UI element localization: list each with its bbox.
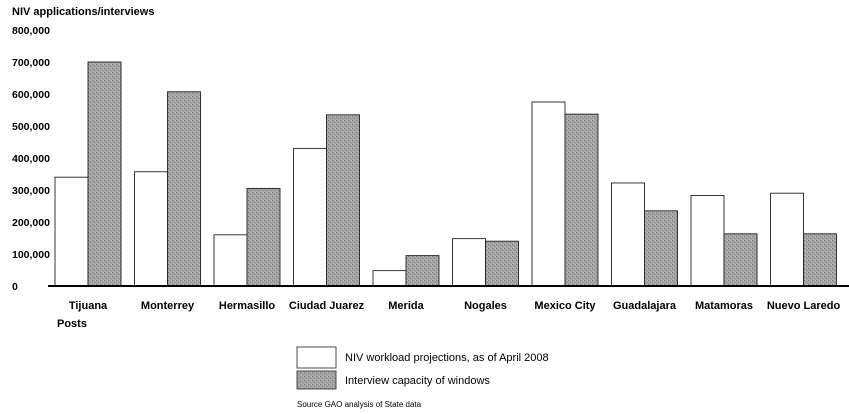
source-note: Source GAO analysis of State data <box>297 400 422 409</box>
bar-capacity-nogales <box>485 240 519 287</box>
x-axis-label: Posts <box>57 318 87 330</box>
legend-swatch-capacity <box>296 370 337 390</box>
bar-projection-tijuana <box>54 176 89 287</box>
category-label-hermasillo: Hermasillo <box>219 300 276 312</box>
category-label-nuevo-laredo: Nuevo Laredo <box>767 300 841 312</box>
bar-projection-ciudad-juarez <box>293 147 327 287</box>
y-tick-label: 300,000 <box>12 185 50 197</box>
y-tick-label: 700,000 <box>12 57 50 69</box>
bar-capacity-matamoras <box>723 233 758 287</box>
bar-projection-matamoras <box>690 194 725 287</box>
category-label-ciudad-juarez: Ciudad Juarez <box>289 300 365 312</box>
y-tick-label: 0 <box>12 281 18 293</box>
legend: NIV workload projections, as of April 20… <box>296 346 549 390</box>
y-tick-label: 400,000 <box>12 153 50 165</box>
category-label-matamoras: Matamoras <box>695 300 753 312</box>
category-labels: Tijuana Monterrey Hermasillo Ciudad Juarez M… <box>69 300 841 312</box>
bar-projection-guadalajara <box>611 182 645 287</box>
y-tick-label: 100,000 <box>12 249 50 261</box>
category-label-tijuana: Tijuana <box>69 300 108 312</box>
bar-capacity-merida <box>405 255 440 287</box>
category-label-mexico-city: Mexico City <box>534 300 596 312</box>
category-label-merida: Merida <box>388 300 424 312</box>
y-tick-label: 600,000 <box>12 89 50 101</box>
bar-capacity-hermasillo <box>246 187 281 287</box>
y-tick-label: 200,000 <box>12 217 50 229</box>
y-ticks: 0 100,000 200,000 300,000 400,000 500,000 600,… <box>12 25 50 293</box>
y-axis-label: NIV applications/interviews <box>12 6 154 18</box>
y-tick-label: 800,000 <box>12 25 50 37</box>
bar-projection-nogales <box>452 238 486 287</box>
bar-capacity-ciudad-juarez <box>326 114 360 287</box>
bar-capacity-tijuana <box>87 61 122 287</box>
bar-capacity-mexico-city <box>564 113 599 287</box>
bar-capacity-monterrey <box>167 91 201 287</box>
bar-projection-hermasillo <box>213 234 248 287</box>
bar-capacity-guadalajara <box>644 210 678 287</box>
category-label-monterrey: Monterrey <box>141 300 195 312</box>
legend-label-capacity: Interview capacity of windows <box>345 375 490 387</box>
bar-capacity-nuevo-laredo <box>803 233 837 287</box>
category-label-guadalajara: Guadalajara <box>613 300 677 312</box>
bar-projection-mexico-city <box>531 101 566 287</box>
category-label-nogales: Nogales <box>464 300 507 312</box>
bar-projection-monterrey <box>134 171 168 287</box>
y-tick-label: 500,000 <box>12 121 50 133</box>
legend-label-projections: NIV workload projections, as of April 20… <box>345 352 549 364</box>
bars <box>54 61 837 287</box>
bar-projection-nuevo-laredo <box>770 192 804 287</box>
bar-projection-merida <box>372 270 407 287</box>
legend-swatch-projections <box>296 346 337 369</box>
